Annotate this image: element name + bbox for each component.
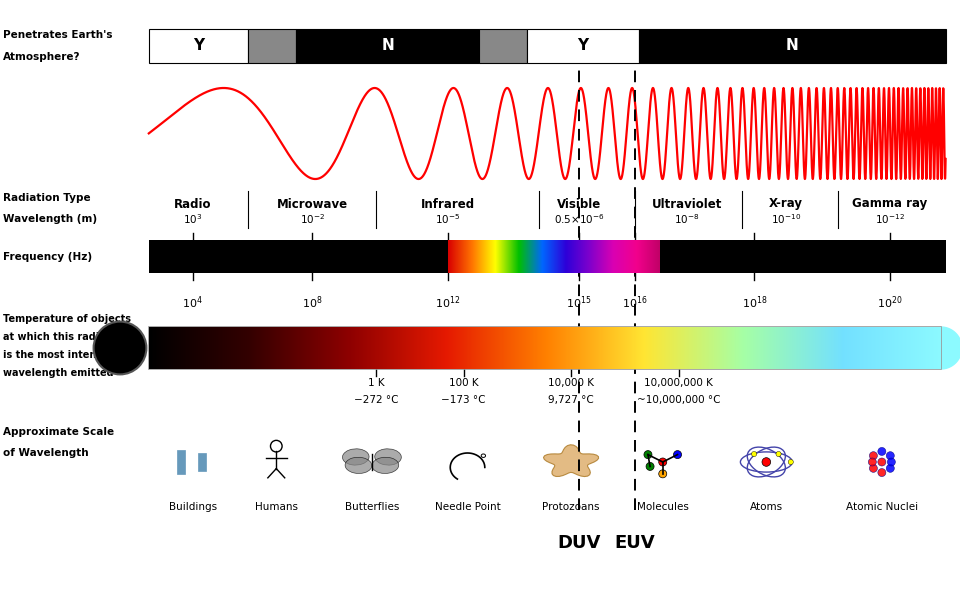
Text: N: N <box>381 38 395 53</box>
Ellipse shape <box>659 470 667 478</box>
Text: Buildings: Buildings <box>169 502 217 512</box>
Text: Gamma ray: Gamma ray <box>852 197 927 211</box>
Text: Microwave: Microwave <box>276 197 348 211</box>
Bar <box>297 29 479 63</box>
Bar <box>149 29 249 63</box>
Text: Frequency (Hz): Frequency (Hz) <box>3 251 92 262</box>
Text: Atomic Nuclei: Atomic Nuclei <box>846 502 918 512</box>
Text: Y: Y <box>578 38 588 53</box>
Text: Butterflies: Butterflies <box>345 502 399 512</box>
Ellipse shape <box>481 454 486 457</box>
Text: 10$^{-2}$: 10$^{-2}$ <box>300 212 324 226</box>
Ellipse shape <box>343 449 369 465</box>
Text: 10$^{-8}$: 10$^{-8}$ <box>674 212 700 226</box>
Bar <box>198 453 206 471</box>
Bar <box>479 29 527 63</box>
Text: N: N <box>786 38 799 53</box>
Bar <box>527 29 638 63</box>
Ellipse shape <box>372 457 398 473</box>
Ellipse shape <box>659 458 667 466</box>
Text: Molecules: Molecules <box>636 502 688 512</box>
Ellipse shape <box>752 451 756 457</box>
Bar <box>249 29 297 63</box>
Text: 10$^{18}$: 10$^{18}$ <box>741 294 767 311</box>
Bar <box>149 240 946 273</box>
Text: Radiation Type: Radiation Type <box>3 193 90 203</box>
Text: 9,727 °C: 9,727 °C <box>548 395 594 405</box>
Ellipse shape <box>93 322 146 374</box>
Ellipse shape <box>762 458 771 466</box>
Text: 1 K: 1 K <box>368 378 384 388</box>
Text: Radio: Radio <box>174 197 211 211</box>
Text: 10$^{-10}$: 10$^{-10}$ <box>771 212 802 226</box>
Text: 10,000,000 K: 10,000,000 K <box>644 378 713 388</box>
Text: Penetrates Earth's: Penetrates Earth's <box>3 30 112 40</box>
Text: DUV: DUV <box>558 534 601 552</box>
Text: X-ray: X-ray <box>769 197 804 211</box>
Text: at which this radiation: at which this radiation <box>3 332 128 342</box>
Text: 10$^{4}$: 10$^{4}$ <box>182 294 203 311</box>
Text: −272 °C: −272 °C <box>353 395 398 405</box>
Text: Wavelength (m): Wavelength (m) <box>3 214 97 224</box>
Text: 10$^{15}$: 10$^{15}$ <box>566 294 591 311</box>
Text: Needle Point: Needle Point <box>435 502 500 512</box>
Ellipse shape <box>869 458 876 466</box>
Bar <box>149 327 941 369</box>
Text: Atmosphere?: Atmosphere? <box>3 52 81 62</box>
Ellipse shape <box>646 463 654 470</box>
Text: 10$^{-5}$: 10$^{-5}$ <box>435 212 460 226</box>
Text: Ultraviolet: Ultraviolet <box>652 197 722 211</box>
Polygon shape <box>941 327 960 369</box>
Text: EUV: EUV <box>614 534 655 552</box>
Text: Y: Y <box>193 38 204 53</box>
Ellipse shape <box>886 464 895 472</box>
Text: 10$^{12}$: 10$^{12}$ <box>435 294 460 311</box>
Text: Visible: Visible <box>557 197 601 211</box>
Text: Atoms: Atoms <box>750 502 783 512</box>
Bar <box>177 450 185 474</box>
Ellipse shape <box>877 448 886 455</box>
Text: is the most intense: is the most intense <box>3 350 108 360</box>
Text: of Wavelength: of Wavelength <box>3 448 88 458</box>
Ellipse shape <box>788 460 793 464</box>
Text: Protozoans: Protozoans <box>542 502 600 512</box>
Ellipse shape <box>870 452 877 460</box>
Ellipse shape <box>870 464 877 472</box>
Text: 10$^{8}$: 10$^{8}$ <box>301 294 323 311</box>
Text: 0.5×10$^{-6}$: 0.5×10$^{-6}$ <box>554 212 605 226</box>
Text: wavelength emitted: wavelength emitted <box>3 368 113 378</box>
Text: 10$^{-12}$: 10$^{-12}$ <box>875 212 904 226</box>
Text: 10$^{20}$: 10$^{20}$ <box>877 294 902 311</box>
Text: −173 °C: −173 °C <box>442 395 486 405</box>
Text: Approximate Scale: Approximate Scale <box>3 427 114 437</box>
Text: 10$^{3}$: 10$^{3}$ <box>183 212 203 226</box>
Ellipse shape <box>345 457 372 473</box>
Ellipse shape <box>877 458 886 466</box>
Text: 10,000 K: 10,000 K <box>548 378 594 388</box>
Text: Temperature of objects: Temperature of objects <box>3 314 131 324</box>
Text: ~10,000,000 °C: ~10,000,000 °C <box>636 395 720 405</box>
Ellipse shape <box>644 451 652 458</box>
Text: Humans: Humans <box>254 502 298 512</box>
Text: 10$^{16}$: 10$^{16}$ <box>622 294 648 311</box>
Text: 100 K: 100 K <box>448 378 478 388</box>
Bar <box>638 29 946 63</box>
Ellipse shape <box>887 458 896 466</box>
Ellipse shape <box>674 451 682 458</box>
Ellipse shape <box>877 469 886 476</box>
Ellipse shape <box>776 451 781 457</box>
Ellipse shape <box>886 452 895 460</box>
Text: Infrared: Infrared <box>420 197 474 211</box>
Polygon shape <box>543 445 598 476</box>
Ellipse shape <box>374 449 401 465</box>
